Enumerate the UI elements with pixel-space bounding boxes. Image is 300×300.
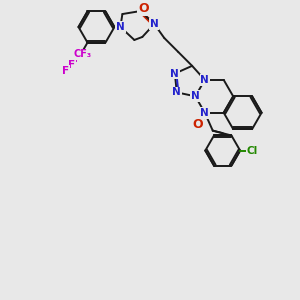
Text: N: N — [172, 87, 181, 98]
Text: Cl: Cl — [247, 146, 258, 156]
Text: N: N — [200, 75, 209, 85]
Text: N: N — [191, 91, 200, 101]
Text: O: O — [138, 2, 148, 15]
Text: F: F — [74, 54, 81, 64]
Text: N: N — [170, 69, 179, 79]
Text: N: N — [150, 19, 159, 29]
Text: F: F — [68, 60, 75, 70]
Text: CF₃: CF₃ — [74, 50, 92, 59]
Text: F: F — [62, 66, 69, 76]
Text: O: O — [193, 118, 203, 131]
Text: N: N — [116, 22, 125, 32]
Text: N: N — [200, 108, 209, 118]
